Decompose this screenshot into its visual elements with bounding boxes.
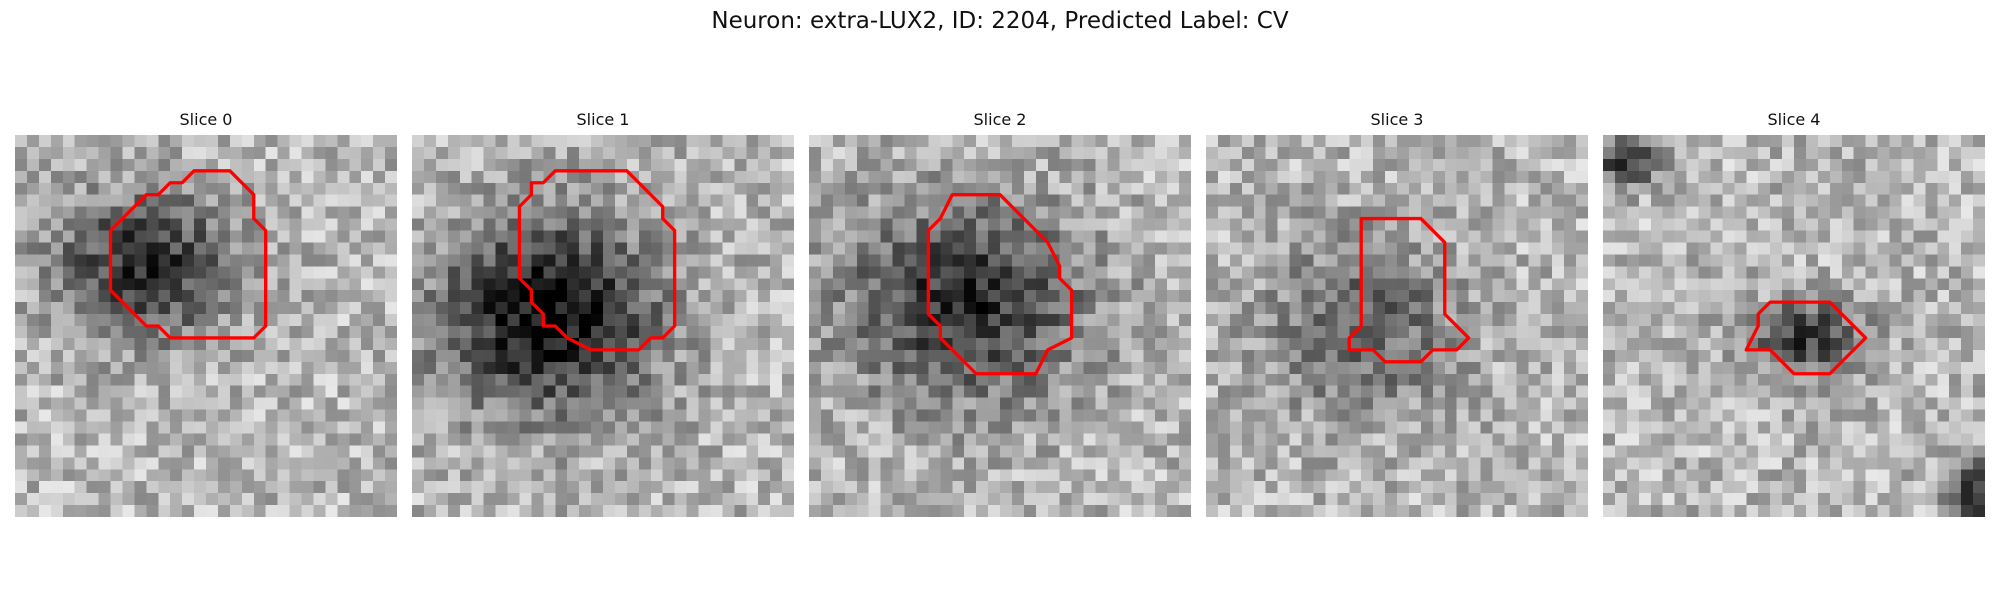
slice-3-image	[1206, 135, 1588, 517]
slice-2-title: Slice 2	[973, 110, 1027, 129]
slice-3-title: Slice 3	[1370, 110, 1424, 129]
slice-2-contour	[926, 193, 1074, 376]
figure-title: Neuron: extra-LUX2, ID: 2204, Predicted …	[711, 8, 1289, 34]
slice-1-title: Slice 1	[576, 110, 630, 129]
slice-4-title: Slice 4	[1767, 110, 1821, 129]
slice-3-pixels	[1206, 135, 1588, 517]
slice-0-title: Slice 0	[179, 110, 233, 129]
slice-2-pixels	[809, 135, 1191, 517]
slice-0-contour	[108, 169, 268, 340]
slice-4-pixels	[1603, 135, 1985, 517]
slice-1-pixels	[412, 135, 794, 517]
slice-0-image	[15, 135, 397, 517]
slice-1-contour	[517, 169, 677, 352]
slice-1-image	[412, 135, 794, 517]
slice-4-contour	[1744, 300, 1868, 376]
slice-4-image	[1603, 135, 1985, 517]
slice-2-image	[809, 135, 1191, 517]
slice-3-contour	[1347, 216, 1471, 364]
slice-0-pixels	[15, 135, 397, 517]
